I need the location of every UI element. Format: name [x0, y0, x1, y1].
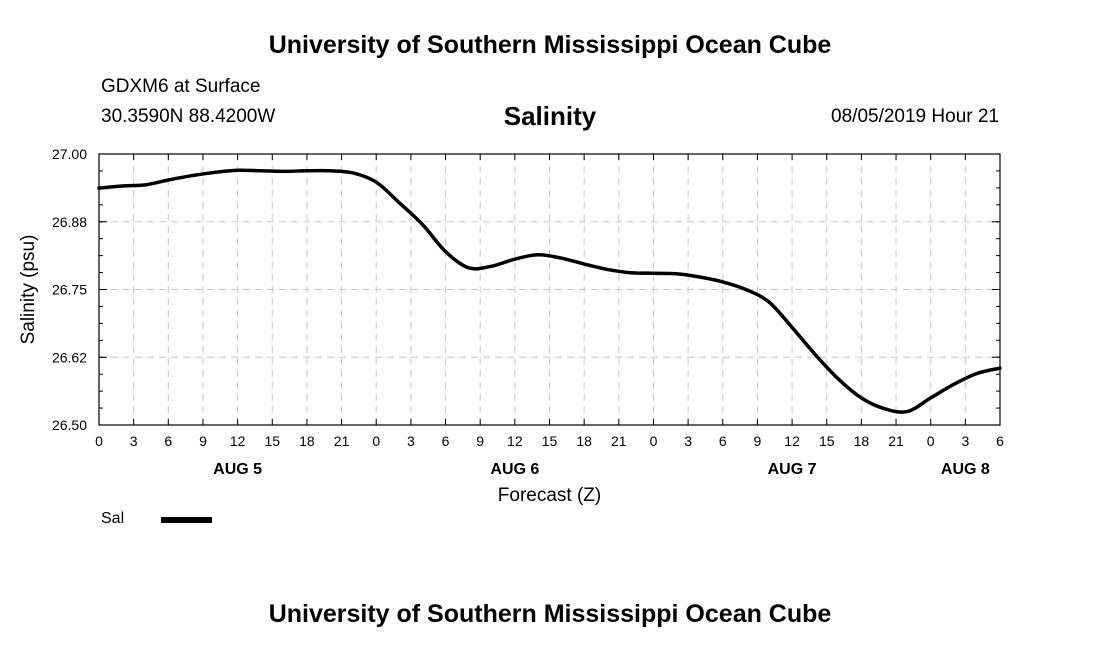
x-tick-label: 6: [996, 433, 1004, 449]
x-tick-label: 0: [95, 433, 103, 449]
x-tick-label: 21: [334, 433, 350, 449]
x-tick-label: 9: [476, 433, 484, 449]
date-label: AUG 7: [768, 461, 817, 478]
x-tick-label: 9: [199, 433, 207, 449]
x-tick-label: 12: [507, 433, 523, 449]
grid-layer: [99, 154, 1000, 425]
x-tick-label: 12: [784, 433, 800, 449]
legend-line-swatch: [161, 517, 212, 523]
y-axis-title: Salinity (psu): [18, 235, 39, 345]
y-tick-label: 26.88: [52, 214, 87, 230]
x-tick-label: 15: [542, 433, 558, 449]
forecast-run-date: 08/05/2019 Hour 21: [831, 106, 999, 127]
date-label: AUG 5: [213, 461, 262, 478]
x-tick-label: 18: [576, 433, 592, 449]
x-axis-title: Forecast (Z): [498, 485, 601, 506]
x-tick-label: 6: [164, 433, 172, 449]
x-tick-label: 12: [230, 433, 246, 449]
label-layer: 0 3 6 9 12 15 18 21 0 3 6 9 12 15 18 21 0 3 6 9 12 15 18 21 0 3 6 2…: [18, 146, 1004, 506]
x-tick-label: 0: [372, 433, 380, 449]
main-title: University of Southern Mississippi Ocean…: [268, 31, 832, 59]
variable-title: Salinity: [503, 101, 597, 131]
x-tick-label: 3: [961, 433, 969, 449]
x-tick-label: 15: [264, 433, 280, 449]
y-tick-label: 27.00: [52, 146, 87, 162]
x-tick-label: 18: [854, 433, 870, 449]
y-tick-label: 26.75: [52, 282, 87, 298]
x-tick-label: 15: [819, 433, 835, 449]
station-coordinates: 30.3590N 88.4200W: [101, 106, 276, 127]
date-label: AUG 8: [941, 461, 990, 478]
x-tick-label: 6: [442, 433, 450, 449]
x-tick-label: 18: [299, 433, 315, 449]
y-tick-label: 26.50: [52, 417, 87, 433]
date-label: AUG 6: [490, 461, 539, 478]
x-tick-label: 3: [407, 433, 415, 449]
station-label: GDXM6 at Surface: [101, 76, 261, 97]
x-tick-label: 21: [611, 433, 627, 449]
series-line-sal: [97, 168, 1002, 414]
plot-frame: [98, 153, 1001, 426]
x-tick-label: 9: [754, 433, 762, 449]
legend-label: Sal: [101, 510, 125, 527]
footer-title: University of Southern Mississippi Ocean…: [268, 600, 832, 628]
x-tick-label: 0: [650, 433, 658, 449]
x-tick-label: 3: [130, 433, 138, 449]
x-tick-label: 0: [927, 433, 935, 449]
x-tick-label: 3: [684, 433, 692, 449]
series-layer: [97, 168, 1002, 414]
x-tick-label: 21: [888, 433, 904, 449]
y-tick-label: 26.62: [52, 349, 87, 365]
x-tick-label: 6: [719, 433, 727, 449]
